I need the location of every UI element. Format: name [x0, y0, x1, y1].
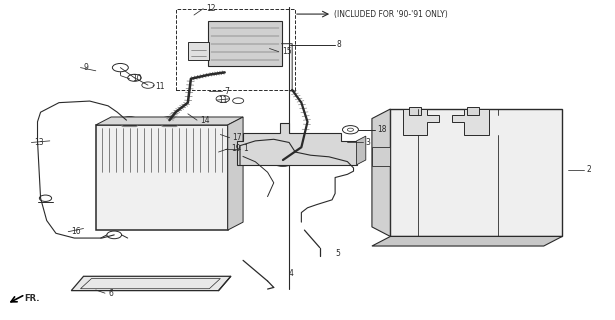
Polygon shape — [228, 117, 243, 230]
Text: 4: 4 — [289, 268, 294, 278]
Polygon shape — [372, 147, 391, 166]
Polygon shape — [409, 108, 421, 116]
Polygon shape — [451, 109, 488, 134]
Text: 13: 13 — [34, 138, 44, 147]
Text: 14: 14 — [200, 116, 210, 125]
Polygon shape — [71, 276, 231, 291]
Bar — [208, 21, 282, 66]
Polygon shape — [96, 117, 243, 125]
Text: 9: 9 — [84, 63, 89, 72]
Bar — [188, 42, 209, 60]
Bar — [175, 9, 295, 90]
Text: 15: 15 — [282, 47, 292, 56]
Text: 8: 8 — [337, 40, 342, 49]
Circle shape — [249, 148, 255, 151]
Polygon shape — [357, 136, 366, 165]
Text: 2: 2 — [587, 165, 592, 174]
Text: 5: 5 — [335, 250, 340, 259]
Text: (INCLUDED FOR '90-'91 ONLY): (INCLUDED FOR '90-'91 ONLY) — [334, 10, 448, 19]
Text: 7: 7 — [224, 87, 229, 96]
Polygon shape — [403, 109, 440, 134]
Bar — [108, 144, 161, 154]
Polygon shape — [391, 109, 562, 236]
Text: 11: 11 — [218, 96, 228, 105]
Text: 3: 3 — [366, 138, 371, 147]
Polygon shape — [467, 108, 479, 116]
Polygon shape — [372, 109, 391, 236]
Text: 17: 17 — [232, 133, 242, 142]
Text: FR.: FR. — [24, 294, 39, 303]
Text: 16: 16 — [71, 227, 81, 236]
Circle shape — [243, 140, 249, 144]
Text: 18: 18 — [377, 125, 386, 134]
Text: 10: 10 — [133, 74, 142, 83]
Text: 11: 11 — [156, 82, 165, 91]
Circle shape — [274, 156, 292, 164]
Text: 19: 19 — [231, 144, 240, 153]
Text: 1: 1 — [243, 144, 248, 153]
Text: 12: 12 — [206, 4, 216, 13]
Polygon shape — [372, 236, 562, 246]
Polygon shape — [96, 125, 228, 230]
Text: 6: 6 — [108, 289, 113, 298]
Circle shape — [258, 153, 264, 156]
Polygon shape — [237, 123, 357, 165]
